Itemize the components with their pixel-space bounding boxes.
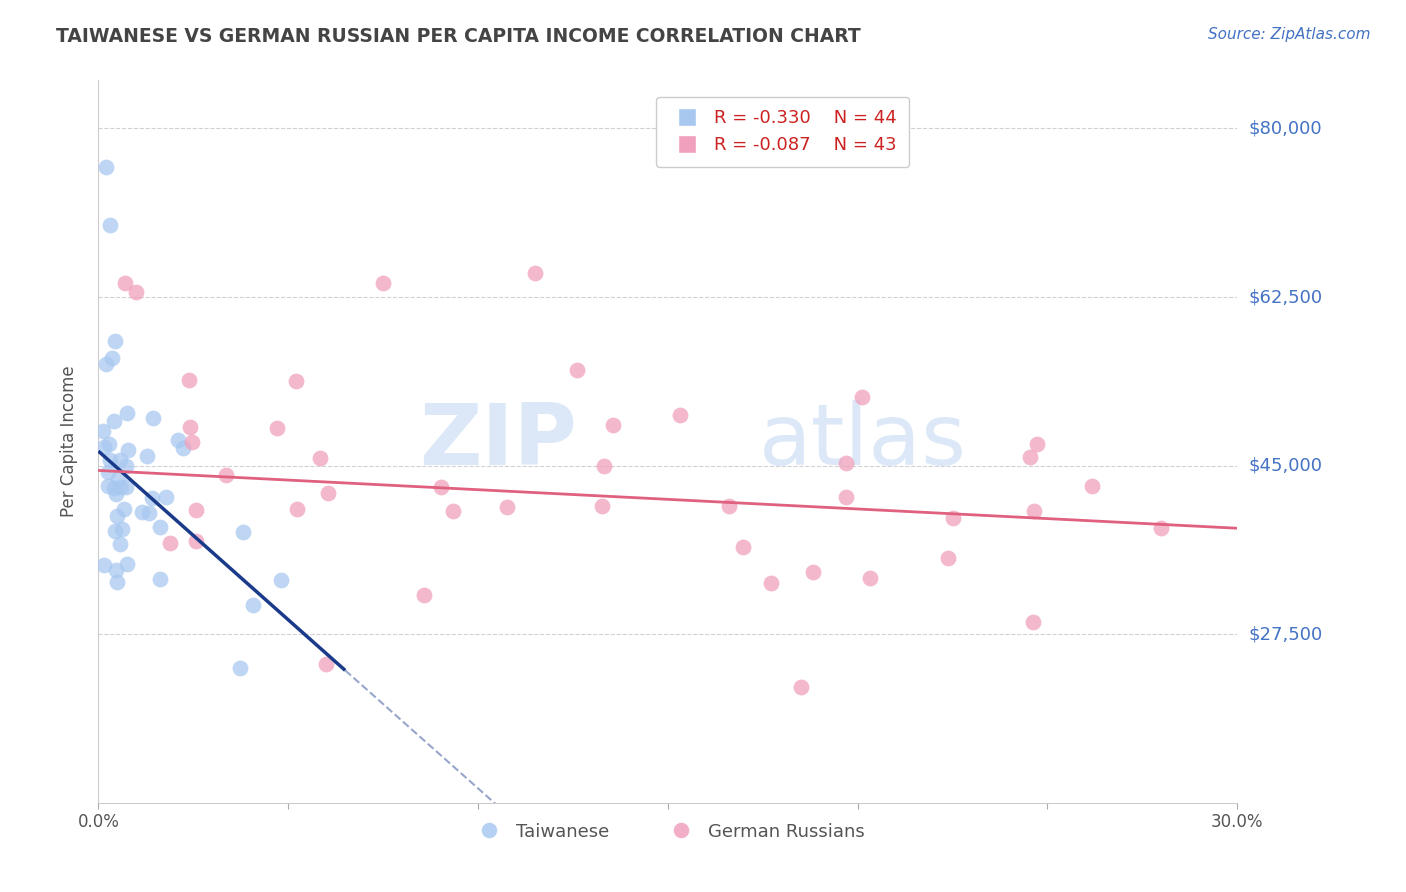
Text: ZIP: ZIP — [419, 400, 576, 483]
Point — [524, 266, 547, 280]
Point — [371, 276, 394, 290]
Point — [138, 506, 160, 520]
Point — [835, 456, 858, 470]
Text: TAIWANESE VS GERMAN RUSSIAN PER CAPITA INCOME CORRELATION CHART: TAIWANESE VS GERMAN RUSSIAN PER CAPITA I… — [56, 27, 860, 45]
Text: $80,000: $80,000 — [1249, 120, 1322, 137]
Point — [1026, 437, 1049, 451]
Point — [110, 452, 132, 467]
Point — [942, 511, 965, 525]
Point — [1022, 615, 1045, 629]
Point — [91, 424, 114, 438]
Point — [270, 573, 292, 587]
Point — [114, 276, 136, 290]
Point — [591, 499, 613, 513]
Point — [231, 525, 253, 540]
Point — [602, 418, 624, 433]
Text: $27,500: $27,500 — [1249, 625, 1323, 643]
Point — [111, 521, 134, 535]
Point — [759, 576, 782, 591]
Point — [835, 491, 858, 505]
Point — [718, 499, 741, 513]
Y-axis label: Per Capita Income: Per Capita Income — [59, 366, 77, 517]
Point — [93, 440, 115, 454]
Point — [184, 534, 207, 549]
Point — [110, 480, 132, 494]
Point — [94, 160, 117, 174]
Point — [93, 558, 115, 573]
Point — [1150, 521, 1173, 535]
Point — [117, 442, 139, 457]
Point — [859, 571, 882, 585]
Point — [115, 558, 138, 572]
Point — [565, 363, 588, 377]
Point — [125, 285, 148, 300]
Point — [592, 458, 614, 473]
Point — [131, 505, 153, 519]
Point — [115, 459, 138, 474]
Point — [98, 453, 121, 467]
Point — [441, 504, 464, 518]
Point — [97, 465, 120, 479]
Point — [1019, 450, 1042, 464]
Point — [167, 433, 190, 447]
Point — [179, 419, 201, 434]
Point — [242, 598, 264, 612]
Point — [184, 503, 207, 517]
Point — [112, 501, 135, 516]
Point — [266, 420, 288, 434]
Point — [1022, 504, 1045, 518]
Point — [284, 375, 307, 389]
Point — [105, 575, 128, 590]
Point — [115, 479, 138, 493]
Point — [215, 468, 238, 483]
Point — [430, 480, 453, 494]
Point — [733, 540, 755, 554]
Text: Source: ZipAtlas.com: Source: ZipAtlas.com — [1208, 27, 1371, 42]
Point — [108, 537, 131, 551]
Point — [413, 588, 436, 602]
Point — [105, 508, 128, 523]
Point — [97, 479, 120, 493]
Point — [94, 357, 117, 371]
Point — [117, 406, 139, 420]
Point — [98, 218, 121, 232]
Point — [104, 563, 127, 577]
Text: $62,500: $62,500 — [1249, 288, 1323, 306]
Point — [103, 481, 125, 495]
Point — [149, 572, 172, 586]
Point — [177, 372, 200, 386]
Point — [141, 491, 163, 505]
Legend: Taiwanese, German Russians: Taiwanese, German Russians — [464, 815, 872, 848]
Point — [936, 551, 959, 566]
Point — [101, 351, 124, 365]
Point — [105, 487, 128, 501]
Point — [309, 451, 332, 466]
Text: $45,000: $45,000 — [1249, 457, 1323, 475]
Point — [149, 519, 172, 533]
Point — [801, 565, 824, 579]
Point — [1081, 478, 1104, 492]
Point — [316, 485, 339, 500]
Point — [104, 524, 127, 538]
Point — [142, 410, 165, 425]
Point — [159, 535, 181, 549]
Point — [103, 414, 125, 428]
Point — [98, 436, 121, 450]
Point — [104, 334, 127, 349]
Point — [107, 472, 129, 486]
Point — [669, 409, 692, 423]
Point — [315, 657, 337, 671]
Text: atlas: atlas — [759, 400, 967, 483]
Point — [181, 434, 204, 449]
Point — [285, 501, 308, 516]
Point — [172, 441, 194, 455]
Point — [155, 490, 177, 504]
Point — [790, 680, 813, 694]
Point — [496, 500, 519, 515]
Point — [229, 661, 252, 675]
Point — [851, 390, 873, 404]
Point — [135, 450, 157, 464]
